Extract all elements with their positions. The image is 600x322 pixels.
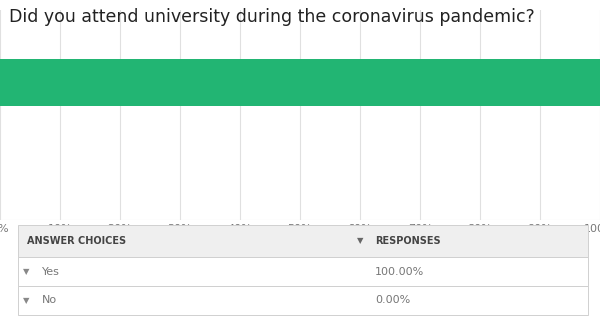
Text: Did you attend university during the coronavirus pandemic?: Did you attend university during the cor… <box>9 8 535 26</box>
Text: ▼: ▼ <box>357 236 364 245</box>
Text: ANSWER CHOICES: ANSWER CHOICES <box>27 236 126 246</box>
Text: ▼: ▼ <box>23 296 29 305</box>
Bar <box>0 59 600 106</box>
FancyBboxPatch shape <box>18 257 588 286</box>
Text: 0.00%: 0.00% <box>375 295 410 305</box>
Text: No: No <box>42 295 57 305</box>
Text: 100.00%: 100.00% <box>375 267 424 277</box>
Text: RESPONSES: RESPONSES <box>375 236 440 246</box>
Text: Yes: Yes <box>42 267 60 277</box>
Text: ▼: ▼ <box>23 267 29 276</box>
FancyBboxPatch shape <box>18 225 588 257</box>
FancyBboxPatch shape <box>18 286 588 315</box>
